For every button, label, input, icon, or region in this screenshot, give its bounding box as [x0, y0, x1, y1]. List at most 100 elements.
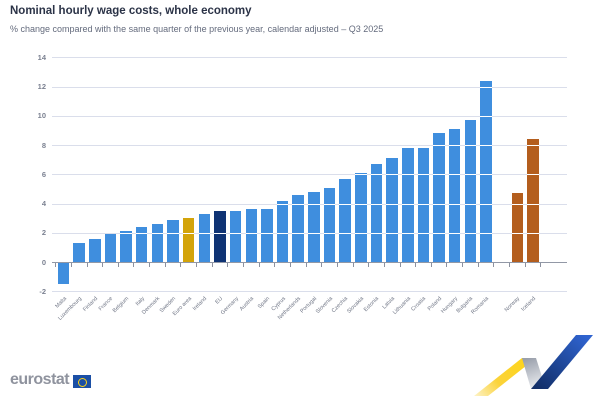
axis-tick — [227, 263, 229, 267]
bar — [104, 234, 117, 262]
gridline-over-bar — [527, 232, 539, 234]
gridline-over-bar — [480, 145, 492, 147]
gridline-over-bar — [135, 232, 148, 234]
y-tick-label: 14 — [37, 52, 46, 62]
eurostat-ribbon-logo — [474, 335, 593, 396]
gridline-over-bar — [448, 145, 461, 147]
gridline-over-bar — [386, 174, 398, 176]
axis-tick — [289, 263, 291, 267]
y-tick-label: 0 — [41, 257, 46, 267]
y-tick-label: 4 — [41, 199, 46, 208]
gridline-over-bar — [480, 115, 492, 117]
bar — [214, 210, 226, 262]
gridline-over-bar — [355, 174, 367, 176]
gridline-over-bar — [308, 232, 320, 234]
axis-tick — [70, 263, 72, 267]
bar — [464, 120, 477, 262]
axis-tick — [86, 263, 88, 267]
gridline — [52, 115, 567, 117]
axis-tick — [133, 263, 135, 267]
y-tick-label: 6 — [41, 169, 46, 179]
axis-tick — [368, 263, 370, 267]
axis-tick — [524, 263, 526, 267]
gridline-over-bar — [292, 203, 304, 205]
y-tick-label: 2 — [41, 228, 46, 238]
gridline-over-bar — [402, 232, 414, 234]
bar — [57, 263, 70, 284]
gridline-over-bar — [276, 232, 289, 234]
y-tick-label: 10 — [37, 111, 46, 121]
gridline-over-bar — [527, 145, 539, 147]
axis-tick — [117, 263, 119, 267]
gridline-over-bar — [229, 232, 242, 234]
axis-tick — [509, 263, 510, 267]
axis-tick — [274, 263, 276, 267]
x-axis-line — [52, 262, 567, 263]
axis-tick — [477, 263, 479, 267]
gridline-over-bar — [527, 203, 539, 205]
bar — [417, 148, 430, 262]
bar — [448, 129, 461, 262]
gridline-over-bar — [448, 174, 461, 176]
gridline-over-bar — [464, 145, 477, 147]
gridline-over-bar — [308, 203, 320, 205]
bar — [167, 219, 179, 262]
gridline-over-bar — [464, 174, 477, 176]
axis-tick — [180, 263, 182, 267]
bar — [276, 200, 289, 262]
gridline-over-bar — [464, 203, 477, 205]
gridline — [52, 145, 567, 147]
gridline-over-bar — [323, 203, 336, 205]
bar — [370, 164, 383, 262]
gridline-over-bar — [245, 232, 257, 234]
axis-tick — [446, 263, 448, 267]
bar — [229, 210, 242, 262]
gridline-over-bar — [480, 174, 492, 176]
gridline-over-bar — [417, 232, 430, 234]
bar — [245, 209, 257, 262]
gridline-over-bar — [433, 145, 445, 147]
bar — [120, 231, 132, 262]
y-tick-label: -2 — [39, 286, 46, 296]
gridline-over-bar — [480, 86, 492, 88]
bar — [261, 209, 273, 262]
axis-tick — [211, 263, 213, 267]
y-tick-label: 12 — [37, 82, 46, 92]
axis-tick — [383, 263, 385, 267]
gridline-over-bar — [511, 203, 524, 205]
gridline-over-bar — [370, 203, 383, 205]
gridline-over-bar — [511, 232, 524, 234]
gridline-over-bar — [480, 203, 492, 205]
axis-tick — [196, 263, 197, 267]
bar — [480, 80, 492, 262]
gridline — [52, 291, 567, 293]
gridline-over-bar — [355, 232, 367, 234]
axis-tick — [164, 263, 166, 267]
axis-tick — [243, 263, 244, 267]
gridline-over-bar — [198, 232, 211, 234]
bar — [135, 226, 148, 262]
axis-tick — [399, 263, 401, 267]
bar — [182, 218, 195, 262]
bar — [151, 224, 164, 262]
gridline-over-bar — [386, 203, 398, 205]
bar — [355, 172, 367, 262]
page-subtitle: % change compared with the same quarter … — [10, 24, 384, 34]
bar — [386, 158, 398, 262]
gridline-over-bar — [214, 232, 226, 234]
axis-tick — [493, 263, 495, 267]
gridline-over-bar — [355, 203, 367, 205]
gridline-over-bar — [527, 174, 539, 176]
bar — [323, 187, 336, 262]
gridline-over-bar — [120, 232, 132, 234]
bar — [292, 194, 304, 262]
axis-tick — [540, 263, 542, 267]
axis-tick — [336, 263, 338, 267]
axis-tick — [258, 263, 260, 267]
bar — [73, 243, 85, 262]
gridline-over-bar — [464, 232, 477, 234]
gridline-over-bar — [151, 232, 164, 234]
gridline-over-bar — [370, 174, 383, 176]
gridline-over-bar — [433, 232, 445, 234]
